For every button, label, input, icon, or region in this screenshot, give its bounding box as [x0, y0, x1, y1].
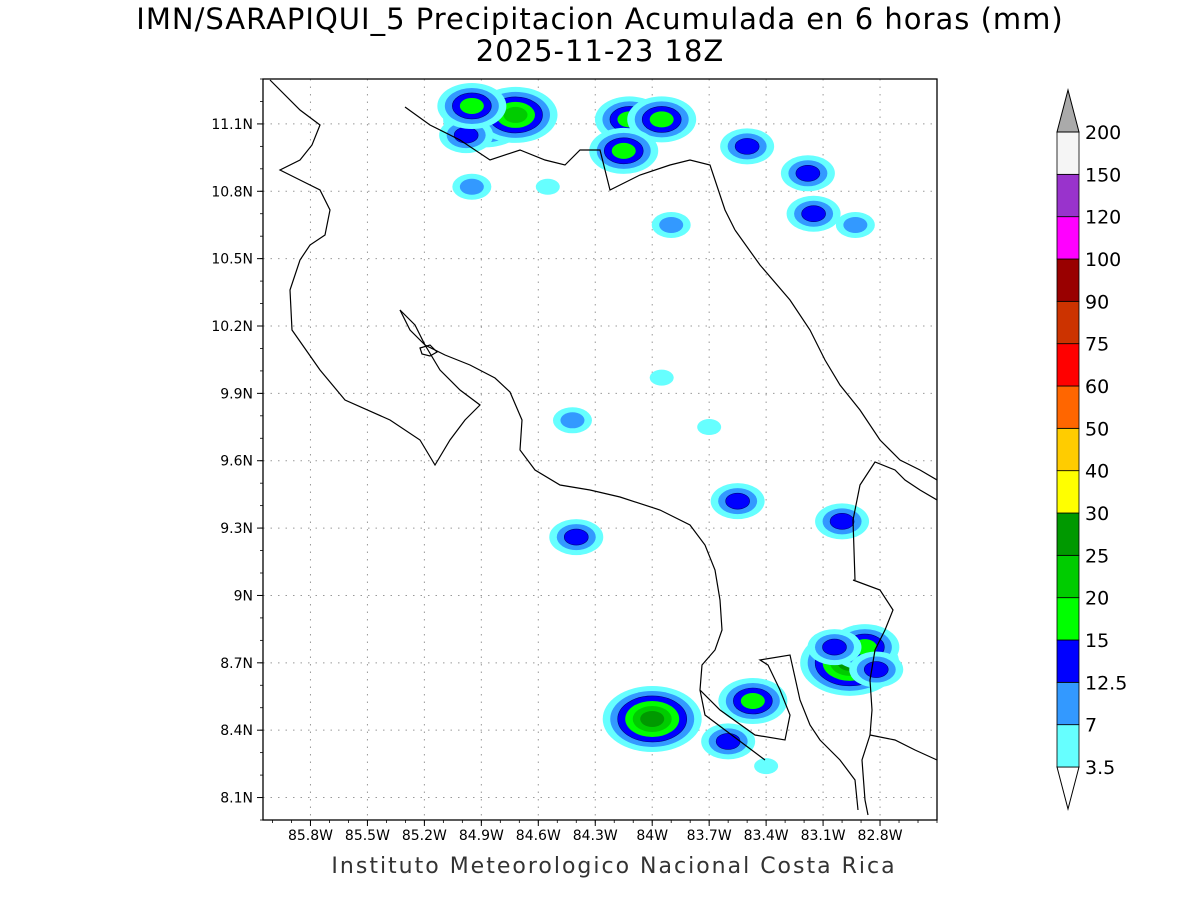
colorbar-swatch: [1056, 639, 1080, 683]
lon-tick-label: 82.8W: [858, 828, 903, 844]
colorbar-swatch: [1056, 131, 1080, 175]
lon-tick-label: 83.4W: [744, 828, 789, 844]
precip-contour: [795, 165, 821, 182]
lat-tick-label: 8.1N: [220, 791, 253, 807]
nicaragua-border: [404, 106, 736, 231]
lon-tick-label: 84.6W: [516, 828, 561, 844]
colorbar-label: 30: [1085, 503, 1109, 525]
colorbar-label: 50: [1085, 418, 1109, 440]
precip-contour: [453, 126, 479, 144]
colorbar-label: 3.5: [1085, 757, 1115, 779]
colorbar-swatch: [1056, 512, 1080, 556]
precip-contour: [829, 513, 855, 530]
colorbar-max-arrow: [1056, 88, 1080, 133]
precip-contour: [822, 638, 847, 656]
precip-contour: [459, 178, 484, 195]
precip-contour: [560, 412, 585, 429]
precip-contour: [740, 692, 765, 709]
lon-tick-label: 85.5W: [345, 828, 390, 844]
precip-contour: [649, 369, 674, 386]
colorbar-label: 100: [1085, 249, 1121, 271]
panama-border-south: [852, 579, 894, 816]
colorbar-swatch: [1056, 427, 1080, 472]
osa-peninsula-coast: [699, 689, 766, 761]
footer-credit: Instituto Meteorologico Nacional Costa R…: [331, 854, 897, 879]
lat-tick-label: 8.4N: [220, 723, 253, 739]
precip-contour: [459, 97, 484, 114]
colorbar-swatch: [1056, 597, 1080, 641]
colorbar-swatch: [1056, 343, 1080, 387]
colorbar-legend: 3.5 7 12.5 15 20 25 30 40 50 60 75 90 100 120 150 200: [1056, 88, 1127, 811]
lon-tick-label: 84.9W: [459, 828, 504, 844]
colorbar-label: 12.5: [1085, 672, 1127, 694]
lon-tick-label: 84.3W: [573, 828, 618, 844]
lat-tick-label: 10.8N: [211, 184, 253, 200]
longitude-ticks: 85.8W 85.5W 85.2W 84.9W 84.6W 84.3W 84W 83.7W 83…: [272, 820, 938, 844]
precip-contour: [659, 216, 684, 233]
colorbar-label: 40: [1085, 461, 1109, 483]
lat-tick-label: 10.5N: [211, 252, 253, 268]
precip-contour: [697, 419, 722, 436]
lon-tick-label: 85.8W: [288, 828, 333, 844]
colorbar-min-arrow: [1056, 766, 1080, 811]
colorbar-label: 75: [1085, 334, 1109, 356]
precip-contour: [640, 710, 665, 727]
panama-coast-south: [869, 734, 937, 761]
colorbar-swatch: [1056, 173, 1080, 218]
lon-tick-label: 83.1W: [801, 828, 846, 844]
map-title: IMN/SARAPIQUI_5 Precipitacion Acumulada …: [136, 2, 1064, 36]
colorbar-label: 120: [1085, 207, 1121, 229]
caribbean-coast: [734, 229, 937, 481]
colorbar-swatch: [1056, 300, 1080, 345]
colorbar-swatch: [1056, 385, 1080, 429]
colorbar-label: 20: [1085, 588, 1109, 610]
colorbar-swatch: [1056, 258, 1080, 302]
colorbar-label: 60: [1085, 376, 1109, 398]
colorbar-label: 200: [1085, 122, 1121, 144]
map-subtitle-datetime: 2025-11-23 18Z: [475, 34, 725, 68]
colorbar-swatch: [1056, 681, 1080, 726]
lon-tick-label: 83.7W: [687, 828, 732, 844]
nicoya-gulf-coast: [399, 309, 859, 811]
lon-tick-label: 85.2W: [402, 828, 447, 844]
colorbar-swatch: [1056, 554, 1080, 599]
precip-contour: [734, 138, 760, 155]
colorbar-label: 150: [1085, 164, 1121, 186]
grid-lines: [263, 79, 937, 820]
precip-contour: [801, 205, 826, 223]
precip-contour: [535, 178, 560, 195]
plot-frame: [262, 78, 938, 821]
colorbar-swatch: [1056, 470, 1080, 514]
gulf-island: [419, 344, 438, 357]
lat-tick-label: 10.2N: [211, 319, 253, 335]
precip-contour: [563, 528, 589, 546]
precip-contour: [611, 142, 636, 159]
colorbar-swatch: [1056, 216, 1080, 260]
colorbar-label: 15: [1085, 630, 1109, 652]
colorbar-label: 90: [1085, 291, 1109, 313]
colorbar-label: 25: [1085, 545, 1109, 567]
pacific-coast-north: [269, 79, 481, 467]
precip-contour: [843, 216, 868, 233]
lat-tick-label: 11.1N: [211, 117, 253, 133]
colorbar-label: 7: [1085, 715, 1097, 737]
lon-tick-label: 84W: [636, 828, 668, 844]
precip-contour: [649, 111, 674, 128]
lat-tick-label: 9.6N: [220, 454, 253, 470]
precip-contour: [725, 492, 750, 510]
precip-contour: [503, 106, 528, 123]
precip-contour: [863, 661, 889, 678]
precipitation-field: [437, 82, 904, 775]
lat-tick-label: 9.9N: [220, 386, 253, 402]
lat-tick-label: 8.7N: [220, 656, 253, 672]
lat-tick-label: 9.3N: [220, 521, 253, 537]
coastlines: [269, 79, 937, 816]
panama-border: [852, 461, 937, 581]
latitude-ticks: 11.1N 10.8N 10.5N 10.2N 9.9N 9.6N 9.3N 9N 8.7N 8.…: [211, 78, 263, 821]
lat-tick-label: 9N: [234, 588, 253, 604]
colorbar-swatch: [1056, 724, 1080, 768]
precip-contour: [754, 758, 779, 775]
precip-contour: [715, 733, 741, 750]
